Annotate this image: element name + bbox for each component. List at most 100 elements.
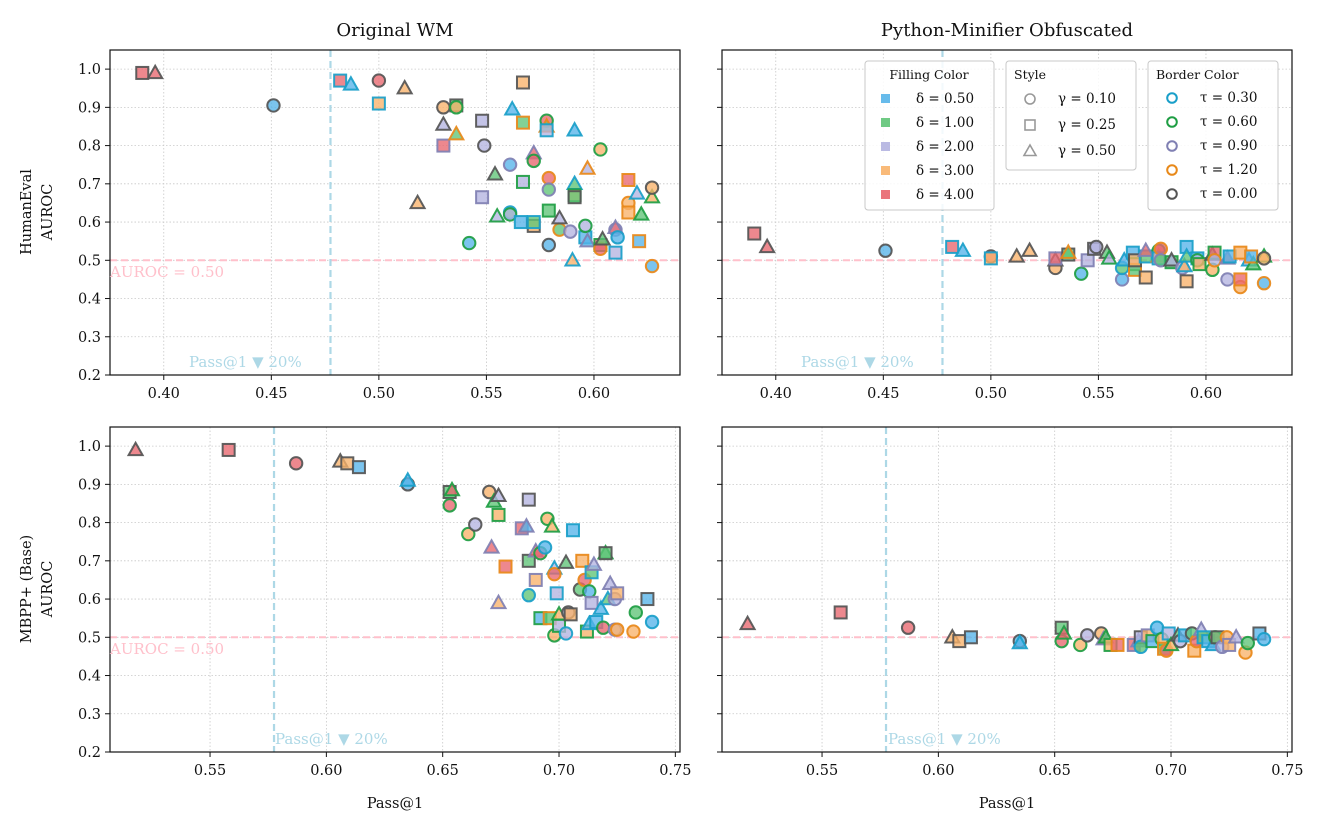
legend-border-label: τ = 0.90 <box>1200 138 1257 154</box>
data-point <box>468 517 483 532</box>
data-point <box>593 230 612 246</box>
data-point <box>549 586 564 601</box>
data-point <box>351 460 366 475</box>
data-point <box>550 209 569 225</box>
data-point <box>833 605 848 620</box>
panel-top-left: 0.2 0.3 0.4 0.5 0.6 0.7 0.8 0.9 1.0 0.40 0.45 0.50 0… <box>78 49 681 402</box>
data-point <box>952 634 967 649</box>
ytick-label: 0.8 <box>78 139 101 155</box>
ylabel-humaneval: HumanEval <box>19 169 35 255</box>
data-point <box>543 517 561 533</box>
data-point <box>539 123 554 138</box>
xtick-label: 0.40 <box>760 386 792 402</box>
xtick-label: 0.65 <box>427 763 459 779</box>
data-point <box>521 492 536 507</box>
data-point <box>1138 270 1153 285</box>
panel-title-original-wm: Original WM <box>336 20 453 41</box>
data-point <box>644 180 660 195</box>
data-point <box>567 190 582 205</box>
panel-top-right: 0.40 0.45 0.50 0.55 0.60 <box>717 49 1293 402</box>
ylabel-humaneval-auroc: AUROC <box>40 184 56 242</box>
data-point <box>342 75 360 91</box>
axes-frame <box>109 426 681 753</box>
data-point <box>592 599 610 615</box>
data-point <box>502 157 518 172</box>
ytick-label: 0.6 <box>78 215 101 231</box>
ytick-label: 1.0 <box>78 62 101 78</box>
data-point <box>475 113 490 128</box>
data-point <box>442 498 457 513</box>
legend-fill-swatch <box>881 190 890 199</box>
legend-fill-swatch <box>881 94 890 103</box>
data-point <box>513 215 528 230</box>
xtick-label: 0.65 <box>1039 763 1071 779</box>
auroc-annotation-bottom: AUROC = 0.50 <box>109 640 224 658</box>
data-point <box>1055 624 1073 640</box>
panel-bottom-left: 0.2 0.3 0.4 0.5 0.6 0.7 0.8 0.9 1.0 0.55 0.60 0.65 0… <box>78 426 691 779</box>
ytick-label: 0.3 <box>78 330 101 346</box>
data-point <box>1011 633 1029 650</box>
data-point <box>1089 239 1104 255</box>
data-point <box>434 115 453 131</box>
data-point <box>371 96 386 111</box>
legend-fill-label: δ = 0.50 <box>916 91 974 107</box>
data-point <box>578 231 597 248</box>
legend-style-label: γ = 0.25 <box>1058 117 1116 133</box>
data-point <box>954 241 972 257</box>
data-point <box>221 442 236 457</box>
data-point <box>626 624 641 639</box>
data-point <box>515 174 530 189</box>
data-point <box>900 620 916 635</box>
data-point <box>521 588 536 603</box>
legend-border-marker <box>1166 92 1178 104</box>
ytick-label: 0.6 <box>78 592 101 608</box>
data-point <box>340 456 355 471</box>
data-point <box>563 607 578 622</box>
panel-title-obfuscated: Python-Minifier Obfuscated <box>881 20 1133 41</box>
ytick-label: 0.5 <box>78 253 101 269</box>
legend-border-marker <box>1166 116 1178 128</box>
data-point <box>563 251 582 267</box>
xlabel-bottom-right: Pass@1 <box>979 796 1035 812</box>
data-point <box>582 584 597 599</box>
legend-filling-color: Filling Color δ = 0.50 δ = 1.00 δ = 2.00 δ … <box>864 60 995 211</box>
pass-annotation-top-right: Pass@1 ▼ 20% <box>801 353 914 371</box>
legend-fill-label: δ = 4.00 <box>916 187 974 203</box>
legend-style-title: Style <box>1014 67 1046 82</box>
data-point <box>1137 241 1155 257</box>
data-point <box>610 586 625 601</box>
data-point <box>436 138 451 153</box>
data-point <box>878 243 893 258</box>
data-point <box>537 540 553 555</box>
data-point <box>1074 266 1089 281</box>
data-point <box>565 523 580 538</box>
data-point <box>628 605 643 620</box>
xtick-label: 0.55 <box>194 763 226 779</box>
data-point <box>443 480 461 497</box>
data-point <box>609 622 625 637</box>
legend-fill-swatch <box>881 118 890 127</box>
xtick-label: 0.45 <box>867 386 899 402</box>
xlabel-bottom-left: Pass@1 <box>367 796 423 812</box>
data-point <box>1256 632 1272 647</box>
axes-frame <box>721 426 1293 753</box>
ylabel-mbpp-auroc: AUROC <box>40 561 56 619</box>
xtick-label: 0.75 <box>659 763 691 779</box>
data-point <box>1175 256 1194 273</box>
legend-style-triangle-marker <box>1022 143 1038 157</box>
data-point <box>598 546 613 561</box>
data-point <box>738 614 757 631</box>
data-point <box>608 245 623 260</box>
legend-border-label: τ = 0.00 <box>1200 186 1257 202</box>
data-point <box>477 138 492 153</box>
ytick-label: 0.9 <box>78 100 101 116</box>
data-point <box>489 486 508 503</box>
data-point <box>1220 272 1235 287</box>
xtick-label: 0.55 <box>1082 386 1114 402</box>
xtick-label: 0.60 <box>1190 386 1222 402</box>
data-point <box>1207 253 1222 268</box>
data-point <box>747 226 762 241</box>
ytick-label: 0.4 <box>78 292 101 308</box>
legend-fill-swatch <box>881 166 890 175</box>
legend-filling-title: Filling Color <box>889 67 968 82</box>
